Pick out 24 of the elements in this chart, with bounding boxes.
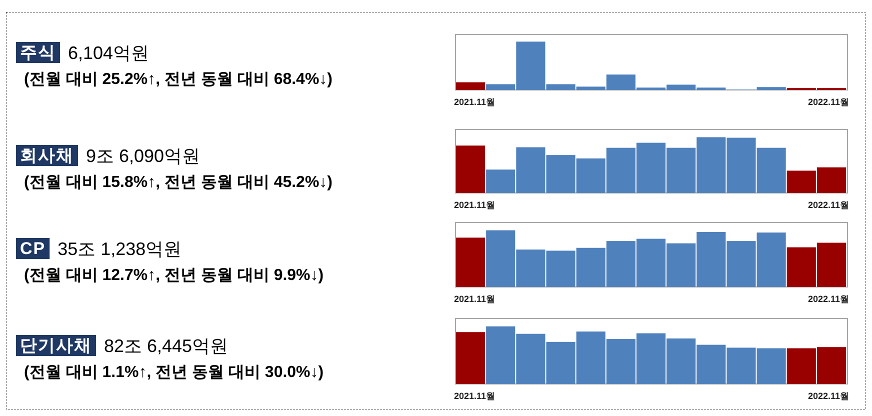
x-tick-label: 2022.11월 [808,200,849,210]
text: 회사채 [20,146,74,165]
x-tick-label: 2022.11월 [808,294,849,304]
text: (전월 대비 12.7%↑, 전년 동월 대비 9.9%↓) [24,267,324,284]
x-tick-label: 2021.11월 [454,97,496,107]
text: CP [20,239,46,258]
bar [456,82,486,90]
x-tick-label: 2021.11월 [454,200,496,210]
text: (전월 대비 1.1%↑, 전년 동월 대비 30.0%↓) [24,364,324,381]
x-tick-label: 2021.11월 [454,294,496,304]
x-tick-label: 2022.11월 [808,97,849,107]
text: 35조 1,238억원 [58,239,182,259]
x-tick-label: 2022.11월 [808,391,849,401]
text: 82조 6,445억원 [104,336,228,356]
bar [456,332,486,384]
text: 6,104억원 [68,43,150,63]
bar [456,146,486,193]
text: (전월 대비 15.8%↑, 전년 동월 대비 45.2%↓) [24,174,333,191]
text: (전월 대비 25.2%↑, 전년 동월 대비 68.4%↓) [24,71,333,88]
text: 9조 6,090억원 [86,146,200,166]
bar [456,238,486,287]
text: 단기사채 [20,336,92,355]
text: 주식 [20,43,56,62]
x-tick-label: 2021.11월 [454,391,496,401]
